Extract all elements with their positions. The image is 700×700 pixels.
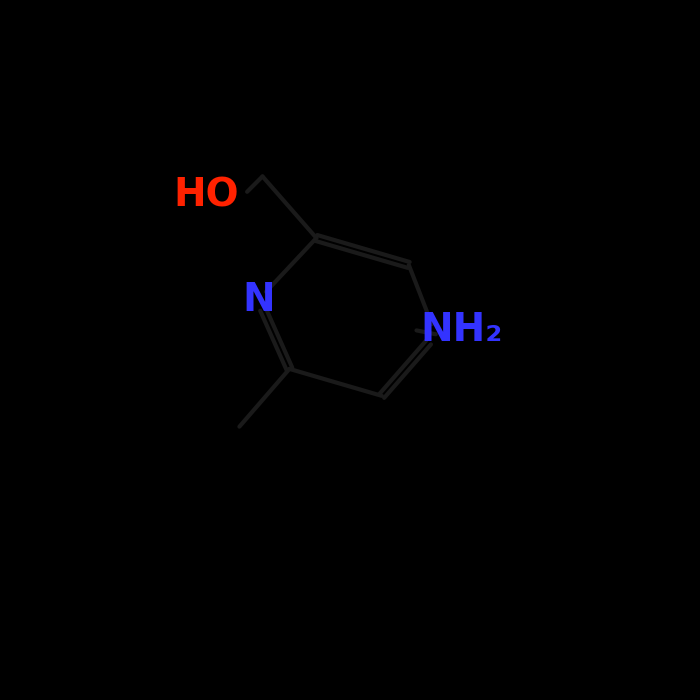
Text: N: N [242, 281, 275, 318]
Text: NH₂: NH₂ [420, 312, 503, 349]
Text: HO: HO [174, 176, 239, 215]
